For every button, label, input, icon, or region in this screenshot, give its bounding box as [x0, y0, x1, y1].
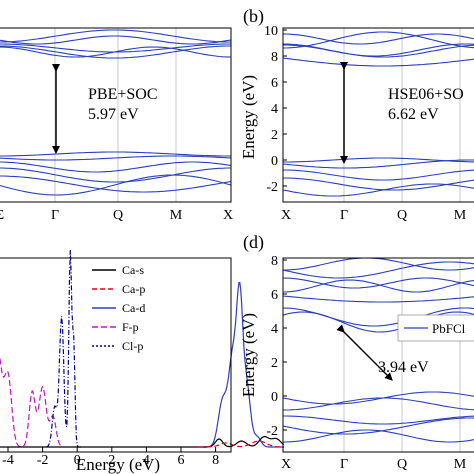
panel-b-frame	[282, 27, 474, 203]
panel-d-band-line	[282, 417, 474, 435]
panel-d-ytick-label: -2	[266, 424, 278, 439]
panel-c-legend-label: Ca-s	[122, 263, 144, 277]
panel-b-xtick-label: M	[454, 208, 467, 223]
panel-a: PBE+SOC 5.97 eV Σ Γ Q M X	[0, 27, 233, 223]
panel-d-band-line	[282, 261, 474, 279]
panel-c-xtick-label: 6	[178, 453, 185, 468]
panel-c-xtick-label: 4	[143, 453, 150, 468]
panel-a-xtick-label: M	[170, 208, 183, 223]
panel-c-xtick-label: -2	[37, 453, 49, 468]
panel-a-method-label: PBE+SOC	[88, 86, 158, 103]
panel-d-band-line	[283, 429, 474, 443]
panel-b-ytick-label: 0	[271, 154, 278, 169]
panel-b-band-line	[283, 157, 474, 163]
panel-b-band-line	[282, 57, 474, 67]
panel-b-ylabel: Energy (eV)	[239, 75, 258, 159]
panel-b-ytick-label: 8	[271, 50, 278, 65]
panel-c-curve-ca-d	[198, 281, 284, 448]
panel-d-ytick-label: 4	[271, 322, 278, 337]
panel-a-band-line	[0, 155, 232, 161]
panel-d-xtick-label: X	[281, 457, 291, 472]
panel-d-legend-label: PbFCl	[432, 321, 466, 336]
panel-d-label: (d)	[243, 232, 264, 253]
panel-c: -4 -2 0 2 4 6 8 Energy (eV) Ca-s Ca-p Ca-d F-p Cl-…	[0, 250, 285, 474]
panel-b-band-line	[283, 31, 474, 49]
panel-b-method-label: HSE06+SO	[388, 86, 464, 103]
panel-b-xtick-label: Q	[397, 208, 407, 223]
panel-c-legend-label: Ca-d	[122, 301, 145, 315]
panel-b-band-line	[283, 33, 474, 45]
panel-d-band-line	[283, 415, 474, 425]
panel-b-ytick-label: 10	[264, 24, 278, 39]
panel-a-band-line	[0, 175, 232, 193]
panel-c-curve-ca-s	[0, 436, 285, 448]
panel-c-xtick-label: -4	[2, 453, 14, 468]
panel-b-xtick-label: Γ	[340, 208, 348, 223]
panel-d-legend: PbFCl	[397, 314, 474, 342]
panel-a-band-line	[0, 45, 231, 59]
panel-c-xtick-label: 2	[108, 453, 115, 468]
panel-c-x-ticks: -4 -2 0 2 4 6 8	[2, 447, 219, 468]
panel-d-xtick-label: Γ	[340, 457, 348, 472]
panel-d-gap-label: 3.94 eV	[378, 359, 429, 376]
panel-d-xtick-label: Q	[397, 457, 407, 472]
panel-c-frame	[0, 257, 232, 453]
panel-d-ytick-label: 0	[271, 390, 278, 405]
panel-a-gap-label: 5.97 eV	[88, 106, 139, 123]
panel-b-band-line	[282, 183, 474, 197]
panel-c-curve-f-p	[0, 355, 62, 448]
panel-a-xtick-label: Γ	[51, 208, 59, 223]
panel-b-gap-label: 6.62 eV	[388, 106, 439, 123]
panel-a-band-line	[0, 151, 231, 157]
panel-b-xtick-label: X	[281, 208, 291, 223]
panel-a-band-line	[0, 167, 231, 183]
panel-d-band-line	[282, 279, 474, 293]
panel-a-band-line	[0, 161, 232, 173]
panel-c-curves	[0, 250, 285, 448]
panel-d-band-line	[283, 257, 474, 271]
panel-d-ytick-label: 8	[271, 254, 278, 269]
panel-a-frame	[0, 27, 232, 203]
panel-a-band-line	[0, 29, 231, 43]
panel-c-legend-label: Ca-p	[122, 282, 145, 296]
panel-b-band-line	[283, 43, 474, 57]
panel-c-xtick-label: 8	[212, 453, 219, 468]
panel-d-band-line	[282, 295, 474, 303]
panel-a-xtick-label: Q	[113, 208, 123, 223]
panel-b-band-line	[282, 159, 474, 169]
panel-a-xtick-partial: Σ	[0, 208, 4, 223]
panel-a-band-line	[0, 35, 232, 45]
panel-a-band-line	[0, 46, 232, 58]
panel-b-y-ticks: 10 8 6 4 2 0 -2	[264, 24, 287, 195]
panel-b-bands	[282, 28, 474, 202]
panel-d-xtick-label: M	[454, 457, 467, 472]
panel-d-ylabel: Energy (eV)	[239, 313, 258, 397]
panel-c-legend: Ca-s Ca-p Ca-d F-p Cl-p	[92, 263, 145, 353]
panel-b-ytick-label: 6	[271, 76, 278, 91]
panel-b: (b) 10 8 6 4 2 0 -2 Energy (eV) HSE06+SO 6.62 …	[239, 6, 474, 223]
panel-d-gap-arrow	[336, 324, 393, 381]
panel-d-ytick-label: 6	[271, 288, 278, 303]
panel-b-ytick-label: -2	[266, 180, 278, 195]
panel-b-ytick-label: 2	[271, 128, 278, 143]
panel-b-ytick-label: 4	[271, 102, 278, 117]
panel-c-curve-ca-p	[198, 440, 284, 448]
panel-a-xtick-label: X	[223, 208, 233, 223]
panel-c-xtick-label: 0	[74, 453, 81, 468]
panel-a-band-line	[0, 174, 232, 196]
panel-d-frame	[282, 257, 474, 453]
panel-c-legend-label: F-p	[122, 320, 139, 334]
panel-c-xlabel: Energy (eV)	[76, 455, 160, 474]
panel-b-band-line	[283, 169, 474, 181]
panel-c-legend-label: Cl-p	[122, 339, 143, 353]
panel-d-band-line	[282, 277, 474, 289]
panel-d-y-ticks: 8 6 4 2 0 -2	[266, 254, 287, 439]
panel-d-ytick-label: 2	[271, 356, 278, 371]
panel-d-bands	[282, 257, 474, 452]
panel-d-band-line	[283, 397, 474, 411]
panel-a-bands	[0, 28, 232, 202]
panel-b-label: (b)	[243, 6, 264, 27]
